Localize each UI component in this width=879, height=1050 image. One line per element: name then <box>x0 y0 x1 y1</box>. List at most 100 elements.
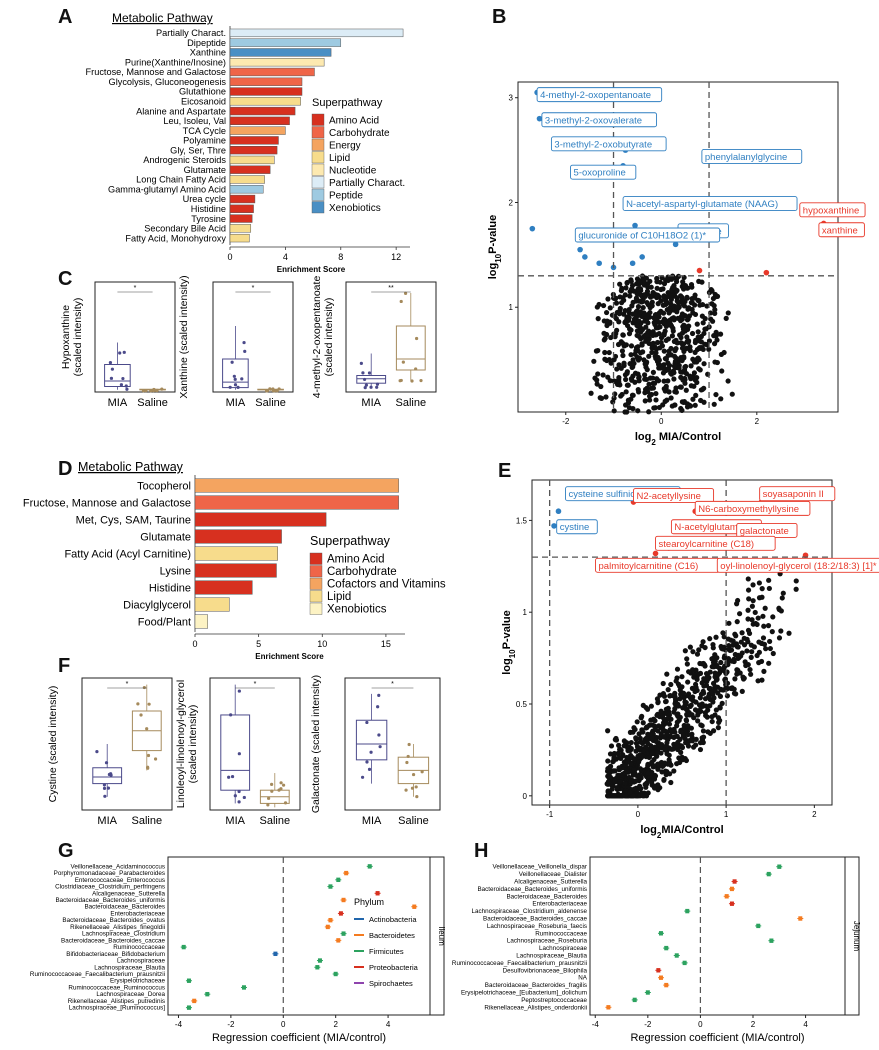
data-point <box>662 297 669 304</box>
panel-f-boxplot-cystine-scaled-intensity: MIA Saline * Cystine (scaled intensity) <box>47 677 173 827</box>
panel-e-volcano-plot: cysteine sulfinic acid cystine N2-acetylly… <box>501 479 879 840</box>
category-label-alanine-and-aspartate: Alanine and Aspartate <box>136 106 226 116</box>
coefficient-point-bacteroidaceae-bacteroides-ovatus <box>328 917 333 923</box>
data-point <box>698 704 704 710</box>
significant-point <box>577 246 583 253</box>
bar-secondary-bile-acid <box>229 224 252 233</box>
data-point <box>734 667 740 673</box>
box-point <box>103 794 107 798</box>
data-point <box>679 674 685 680</box>
significance-marker: * <box>254 681 257 688</box>
data-point <box>666 721 673 727</box>
bar-histidine <box>194 580 253 595</box>
box-point <box>367 767 372 771</box>
significant-point <box>672 241 679 248</box>
point-label-linoleoyl-linolenoyl-glycerol-18-2-18-3-1: oyl-linolenoyl-glycerol (18:2/18:3) [1]* <box>720 561 877 572</box>
box-point <box>376 705 380 709</box>
data-point <box>701 361 707 367</box>
y-tick-label: 3 <box>509 94 514 103</box>
data-point <box>674 304 680 310</box>
box-point <box>233 383 238 387</box>
data-point <box>675 315 681 321</box>
plot-frame <box>589 856 846 1016</box>
data-point <box>594 381 600 387</box>
point-label-3-methyl-2-oxovalerate: 3-methyl-2-oxovalerate <box>545 115 642 126</box>
point-label-xanthine: xanthine <box>822 225 858 236</box>
taxon-label-desulfovibrionaceae-bilophila: Desulfovibrionaceae_Bilophila <box>503 967 588 974</box>
data-point <box>724 669 730 675</box>
data-point <box>753 620 759 627</box>
data-point <box>648 703 654 709</box>
coefficient-point-veillonellaceae-acidaminococcus <box>367 864 372 869</box>
taxon-label-erysipelotrichaceae-eubacterium-dolichum: Erysipelotrichaceae_[Eubacterium]_dolich… <box>461 990 587 997</box>
data-point <box>666 757 672 763</box>
pathway-header: Metabolic Pathway <box>78 460 184 474</box>
data-point <box>648 284 654 290</box>
panel-letter-h: H <box>474 840 489 862</box>
box-point <box>360 775 365 779</box>
data-point <box>636 731 642 737</box>
category-label-fatty-acid-acyl-carnitine: Fatty Acid (Acyl Carnitine) <box>64 548 191 560</box>
taxon-label-bifidobacteriaceae-bifidobacterium: Bifidobacteriaceae_Bifidobacterium <box>66 951 165 958</box>
data-point <box>710 728 717 734</box>
coefficient-point-rikenellaceae-alistipes-onderdonkii <box>606 1005 611 1010</box>
data-point <box>713 634 719 640</box>
data-point <box>605 374 611 380</box>
y-axis-title: (scaled intensity) <box>187 705 199 784</box>
data-point <box>624 280 630 286</box>
category-label-partially-charact: Partially Charact. <box>156 28 226 38</box>
data-point <box>717 717 723 724</box>
box-point <box>121 376 125 381</box>
data-point <box>685 743 692 749</box>
data-point <box>612 353 619 360</box>
data-point <box>626 326 633 332</box>
data-point <box>651 756 657 763</box>
legend-label-cofactors-and-vitamins: Cofactors and Vitamins <box>327 578 446 590</box>
bar-long-chain-fatty-acid <box>229 175 265 184</box>
data-point <box>661 693 668 699</box>
significant-point <box>596 260 602 267</box>
data-point <box>613 737 620 743</box>
data-point <box>670 325 676 331</box>
data-point <box>603 309 610 316</box>
point-label-hypoxanthine: hypoxanthine <box>803 205 860 216</box>
point-label-galactonate: galactonate <box>740 526 789 537</box>
data-point <box>642 318 648 324</box>
data-point <box>661 378 667 384</box>
data-point <box>607 763 614 769</box>
data-point <box>730 638 736 644</box>
y-tick-label: 1.5 <box>516 516 528 525</box>
data-point <box>737 670 743 676</box>
data-point <box>776 635 783 641</box>
coefficient-point-lachnospiraceae-roseburia-faecis <box>756 923 761 929</box>
data-point <box>693 736 699 742</box>
data-point <box>674 761 680 767</box>
category-label-fatty-acid-monohydroxy: Fatty Acid, Monohydroxy <box>125 233 226 243</box>
point-label-box <box>622 196 798 212</box>
data-point <box>619 348 626 354</box>
data-point <box>718 659 724 666</box>
legend-label-lipid: Lipid <box>329 153 350 164</box>
box-point <box>375 382 380 386</box>
box-point <box>144 388 148 393</box>
data-point <box>606 793 612 799</box>
data-point <box>703 703 709 709</box>
category-label-glutathione: Glutathione <box>179 87 226 97</box>
data-point <box>754 652 760 659</box>
coefficient-point-lachnospiraceae <box>664 945 669 951</box>
data-point <box>617 746 623 753</box>
box-point <box>267 796 271 800</box>
box-point <box>106 786 111 790</box>
box-point <box>415 795 419 799</box>
data-point <box>661 316 667 322</box>
data-point <box>696 671 702 677</box>
data-point <box>658 339 664 346</box>
box-point <box>414 785 418 789</box>
data-point <box>616 765 622 771</box>
x-tick-label: 0 <box>659 417 664 426</box>
data-point <box>680 690 687 696</box>
data-point <box>635 303 642 310</box>
box-point <box>401 360 405 364</box>
bar-tca-cycle <box>229 126 286 135</box>
